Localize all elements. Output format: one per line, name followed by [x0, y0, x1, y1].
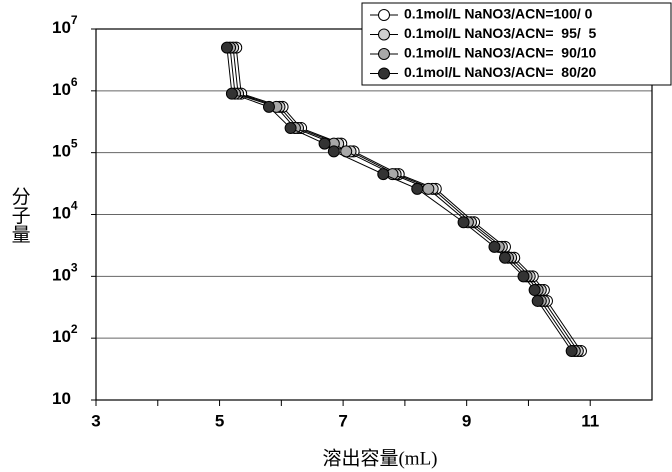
x-tick-label: 5	[215, 411, 224, 430]
data-point	[411, 182, 424, 195]
data-point	[284, 122, 297, 135]
data-point	[531, 294, 544, 307]
y-tick-label: 106	[52, 75, 78, 99]
y-tick-exponent: 6	[71, 75, 78, 89]
data-point	[225, 87, 238, 100]
legend-label: 0.1mol/L NaNO3/ACN=100/ 0	[404, 6, 593, 22]
data-point	[422, 182, 435, 195]
y-tick-label: 105	[52, 137, 78, 161]
y-tick-label: 107	[52, 13, 78, 37]
x-tick-label: 11	[581, 411, 599, 430]
x-tick-label: 3	[91, 411, 100, 430]
y-tick-exponent: 7	[71, 13, 78, 27]
y-tick-base: 10	[52, 204, 71, 223]
data-point	[528, 284, 541, 297]
data-point	[262, 100, 275, 113]
y-tick-label: 103	[52, 261, 78, 285]
y-tick-base: 10	[52, 80, 71, 99]
data-point	[327, 145, 340, 158]
series-line	[232, 47, 579, 352]
data-point	[488, 240, 501, 253]
y-tick-label: 104	[52, 199, 78, 223]
x-tick-label: 7	[338, 411, 347, 430]
legend-label: 0.1mol/L NaNO3/ACN= 80/20	[404, 64, 597, 80]
y-tick-exponent: 4	[71, 199, 78, 213]
legend-box	[361, 2, 672, 86]
y-axis-label-text: 分子量	[9, 186, 31, 243]
y-tick-base: 10	[52, 328, 71, 347]
y-tick-label: 10	[52, 389, 71, 408]
legend-label: 0.1mol/L NaNO3/ACN= 95/ 5	[404, 25, 597, 41]
data-point	[498, 251, 511, 264]
y-tick-exponent: 2	[71, 322, 78, 336]
legend-marker	[378, 28, 390, 41]
y-tick-label: 102	[52, 322, 78, 346]
legend-marker	[378, 9, 390, 21]
y-tick-exponent: 3	[71, 261, 78, 275]
y-tick-base: 10	[52, 389, 71, 408]
y-axis-label: 分子量	[9, 186, 31, 243]
y-tick-exponent: 5	[71, 137, 78, 151]
x-tick-label: 9	[462, 411, 471, 430]
x-axis-label: 溶出容量(mL)	[322, 447, 437, 469]
series-line	[235, 47, 582, 352]
legend-marker	[378, 67, 390, 80]
data-point	[220, 41, 233, 54]
legend-marker	[378, 48, 390, 60]
data-point	[517, 270, 530, 283]
y-tick-base: 10	[52, 18, 71, 37]
data-point	[457, 216, 470, 229]
y-tick-base: 10	[52, 266, 71, 285]
series-line	[226, 47, 573, 352]
data-point	[565, 345, 578, 358]
data-point	[377, 168, 390, 181]
series-line	[229, 47, 576, 352]
y-tick-base: 10	[52, 142, 71, 161]
legend-label: 0.1mol/L NaNO3/ACN= 90/10	[404, 45, 597, 61]
data-point	[318, 137, 331, 150]
